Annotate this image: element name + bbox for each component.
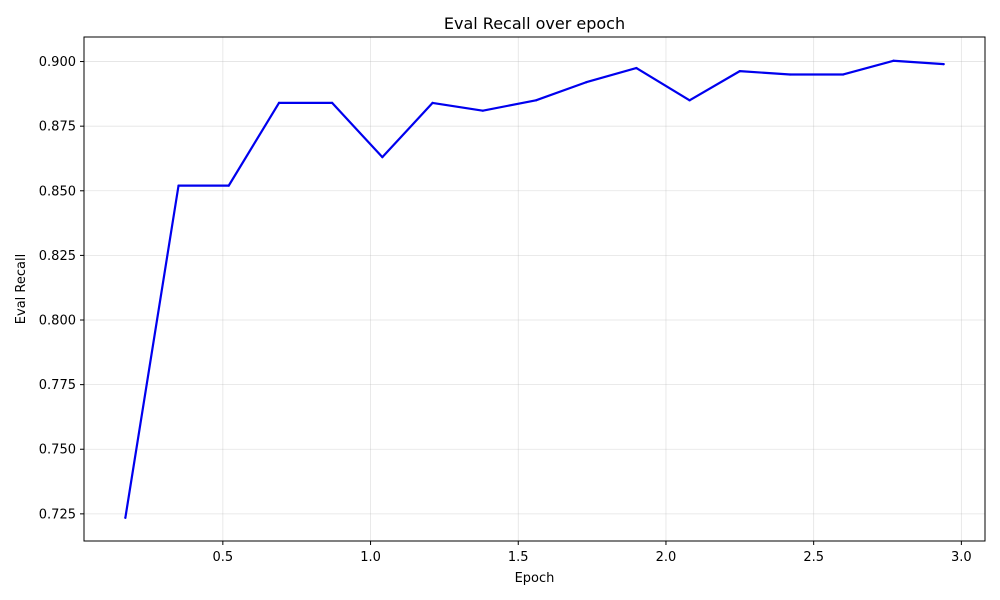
x-tick-label: 2.5 <box>803 550 824 565</box>
data-point <box>381 156 384 159</box>
data-point <box>788 73 792 76</box>
x-axis-title: Epoch <box>515 571 555 586</box>
y-tick-label: 0.775 <box>39 378 76 393</box>
data-point <box>481 109 484 112</box>
plot-frame <box>83 36 986 542</box>
y-tick-label: 0.800 <box>39 314 76 329</box>
y-tick-label: 0.900 <box>39 55 76 70</box>
data-point <box>585 81 588 84</box>
series-group <box>124 59 945 519</box>
x-tick-label: 3.0 <box>951 550 972 565</box>
x-tick-label: 1.5 <box>508 550 529 565</box>
x-tick-label: 1.0 <box>360 550 381 565</box>
data-point <box>942 63 945 66</box>
y-tick-label: 0.725 <box>39 507 76 522</box>
data-point <box>331 101 334 105</box>
data-point <box>892 59 895 62</box>
y-tick-label: 0.750 <box>39 443 76 458</box>
data-point <box>277 101 281 105</box>
x-tick-label: 0.5 <box>212 550 233 565</box>
data-point <box>534 99 538 102</box>
data-point <box>177 184 180 187</box>
data-point <box>688 99 691 102</box>
chart-title: Eval Recall over epoch <box>444 14 625 33</box>
y-axis-title: Eval Recall <box>14 254 29 324</box>
data-point <box>738 70 741 73</box>
data-point <box>842 73 845 76</box>
x-tick-label: 2.0 <box>656 550 677 565</box>
data-point <box>227 184 230 187</box>
y-tick-label: 0.850 <box>39 184 76 199</box>
axis-ticks: 0.5 1.0 1.5 2.0 2.5 3.0 0.725 0.750 0.775 0.800 0.… <box>39 55 972 565</box>
y-tick-label: 0.875 <box>39 120 76 135</box>
y-tick-label: 0.825 <box>39 249 76 264</box>
grid-lines <box>84 37 985 541</box>
data-point <box>124 516 127 519</box>
data-point <box>431 101 434 105</box>
data-point <box>635 66 638 70</box>
